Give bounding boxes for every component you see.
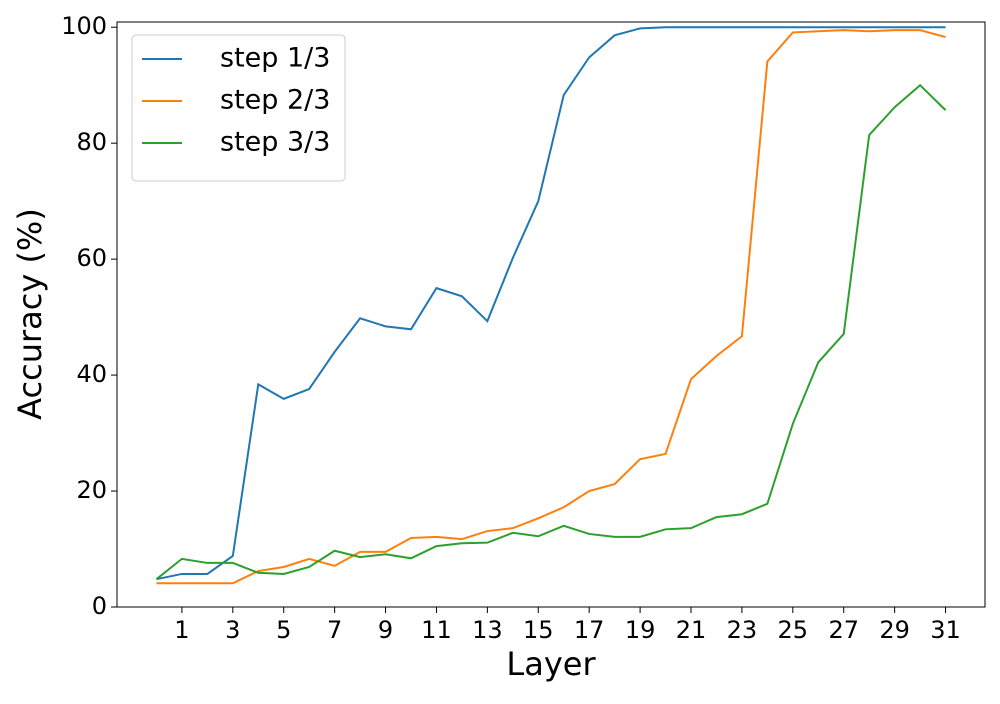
legend-label: step 1/3 (220, 43, 330, 74)
x-tick-label: 17 (574, 616, 605, 644)
legend-box (131, 34, 346, 182)
x-tick-label: 1 (174, 616, 189, 644)
x-tick-label: 15 (523, 616, 554, 644)
legend-label: step 3/3 (220, 127, 330, 158)
y-axis-label: Accuracy (%) (11, 208, 49, 420)
series-line (155, 83, 947, 580)
x-tick-label: 19 (625, 616, 656, 644)
x-tick-label: 13 (472, 616, 503, 644)
y-tick-label: 20 (76, 476, 107, 504)
x-tick-label: 9 (378, 616, 393, 644)
x-tick-label: 23 (727, 616, 758, 644)
x-tick-label: 29 (879, 616, 910, 644)
x-tick-label: 31 (930, 616, 961, 644)
x-tick-label: 7 (327, 616, 342, 644)
x-tick-label: 27 (828, 616, 859, 644)
legend-label: step 2/3 (220, 85, 330, 116)
x-tick-label: 5 (276, 616, 291, 644)
x-axis-label: Layer (506, 645, 596, 683)
y-tick-label: 80 (76, 128, 107, 156)
y-tick-label: 40 (76, 360, 107, 388)
x-tick-label: 3 (225, 616, 240, 644)
plot-frame (116, 21, 986, 608)
x-tick-label: 11 (421, 616, 452, 644)
y-tick-label: 60 (76, 244, 107, 272)
x-tick-label: 21 (676, 616, 707, 644)
x-tick-label: 25 (778, 616, 809, 644)
series-line (156, 26, 946, 581)
y-tick-label: 0 (92, 592, 107, 620)
y-tick-label: 100 (61, 12, 107, 40)
series-line (156, 29, 946, 585)
